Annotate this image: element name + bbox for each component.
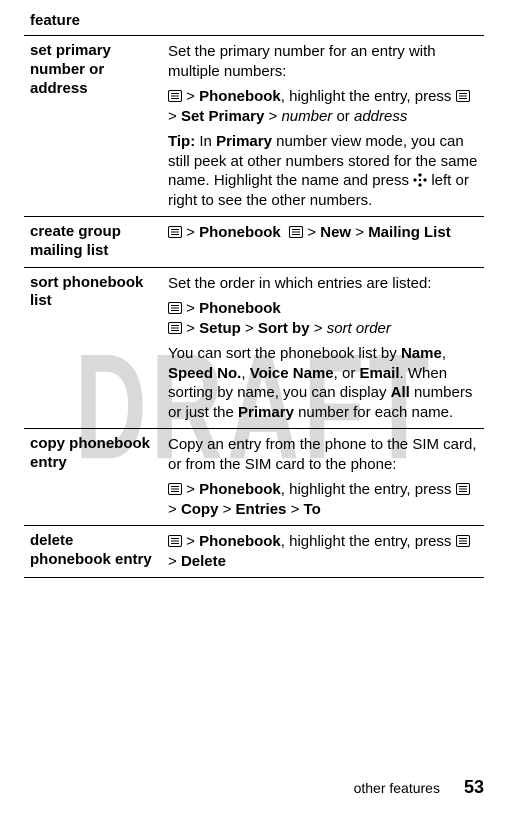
menu-icon	[456, 90, 470, 102]
desc-paragraph: Tip: In Primary number view mode, you ca…	[168, 132, 478, 210]
desc-paragraph: > Phonebook, highlight the entry, press …	[168, 532, 478, 571]
feature-name: create group mailing list	[24, 217, 162, 268]
desc-paragraph: Set the primary number for an entry with…	[168, 42, 478, 81]
feature-name: set primary number or address	[24, 36, 162, 217]
menu-icon	[168, 90, 182, 102]
desc-paragraph: > Phonebook > New > Mailing List	[168, 223, 478, 243]
menu-icon	[168, 302, 182, 314]
table-row: sort phonebook list Set the order in whic…	[24, 267, 484, 429]
feature-description: Copy an entry from the phone to the SIM …	[162, 429, 484, 526]
feature-table: feature set primary number or addressSet…	[24, 8, 484, 578]
footer-section-label: other features	[354, 780, 440, 796]
table-row: delete phonebook entry > Phonebook, high…	[24, 526, 484, 578]
page-content: feature set primary number or addressSet…	[0, 0, 508, 578]
table-row: copy phonebook entryCopy an entry from t…	[24, 429, 484, 526]
desc-paragraph: > Phonebook > Setup > Sort by > sort ord…	[168, 299, 478, 338]
feature-description: > Phonebook, highlight the entry, press …	[162, 526, 484, 578]
feature-name: delete phonebook entry	[24, 526, 162, 578]
menu-icon	[168, 322, 182, 334]
nav-icon	[413, 173, 427, 187]
desc-paragraph: > Phonebook, highlight the entry, press …	[168, 480, 478, 519]
feature-name: copy phonebook entry	[24, 429, 162, 526]
menu-icon	[456, 535, 470, 547]
menu-icon	[168, 483, 182, 495]
table-row: set primary number or addressSet the pri…	[24, 36, 484, 217]
desc-paragraph: Set the order in which entries are liste…	[168, 274, 478, 294]
feature-description: > Phonebook > New > Mailing List	[162, 217, 484, 268]
desc-paragraph: Copy an entry from the phone to the SIM …	[168, 435, 478, 474]
feature-description: Set the primary number for an entry with…	[162, 36, 484, 217]
menu-icon	[168, 226, 182, 238]
desc-paragraph: You can sort the phonebook list by Name,…	[168, 344, 478, 422]
desc-paragraph: > Phonebook, highlight the entry, press …	[168, 87, 478, 126]
menu-icon	[456, 483, 470, 495]
page-footer: other features 53	[354, 777, 484, 798]
feature-description: Set the order in which entries are liste…	[162, 267, 484, 429]
feature-name: sort phonebook list	[24, 267, 162, 429]
page-number: 53	[464, 777, 484, 797]
table-row: create group mailing list > Phonebook > …	[24, 217, 484, 268]
table-header: feature	[24, 8, 484, 36]
menu-icon	[168, 535, 182, 547]
menu-icon	[289, 226, 303, 238]
